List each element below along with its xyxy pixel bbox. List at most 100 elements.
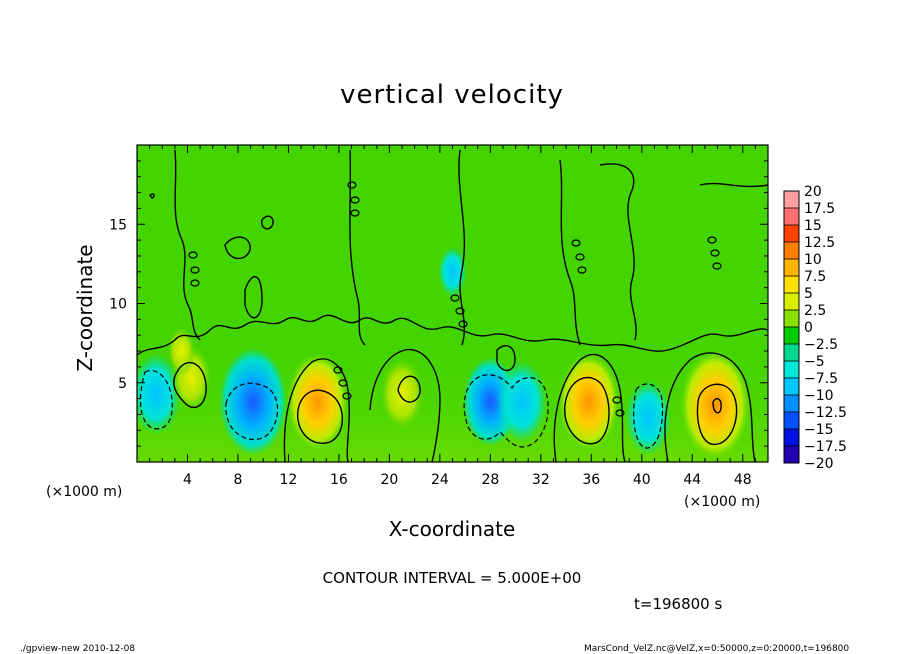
x-tick-label: 36 — [582, 472, 600, 488]
x-tick-label: 12 — [280, 472, 298, 488]
colorbar-label: −10 — [804, 388, 834, 404]
y-axis-unit: (×1000 m) — [684, 494, 760, 510]
plot-area — [137, 145, 768, 462]
colorbar-label: 12.5 — [804, 235, 835, 251]
contour-ring — [458, 320, 468, 328]
colorbar-label: 15 — [804, 218, 822, 234]
colorbar-swatch — [784, 378, 799, 396]
contour-ring — [710, 249, 720, 257]
colorbar-label: 10 — [804, 252, 822, 268]
colorbar-swatch — [784, 225, 799, 243]
contour-ring — [342, 392, 352, 400]
contour-line — [553, 353, 626, 462]
x-axis-ticks: 4 8 12 16 20 24 28 32 36 40 44 48 — [149, 145, 756, 488]
contour-line — [349, 149, 366, 346]
contour-ring — [615, 409, 625, 417]
heatmap-cell-11 — [438, 246, 467, 297]
chart-title: vertical velocity — [340, 80, 564, 110]
contour-line — [564, 376, 610, 445]
y-axis-label: Z-coordinate — [73, 244, 97, 371]
colorbar-label: 0 — [804, 320, 813, 336]
x-tick-label: 48 — [734, 472, 752, 488]
footer-left: ./gpview-new 2010-12-08 — [20, 644, 135, 654]
contour-line-dashed — [633, 383, 664, 449]
contour-ring — [333, 366, 343, 374]
contour-lines-negative — [139, 370, 664, 449]
contour-line-dashed — [225, 382, 279, 441]
contour-ring — [347, 181, 357, 189]
colorbar-label: 7.5 — [804, 269, 826, 285]
x-tick-label: 16 — [330, 472, 348, 488]
x-tick-label: 8 — [233, 472, 242, 488]
y-tick-label: 10 — [109, 297, 127, 313]
contour-ring — [712, 262, 722, 270]
contour-ring — [571, 239, 581, 247]
contour-line — [283, 358, 350, 462]
colorbar-label: −20 — [804, 456, 834, 472]
contour-line — [496, 344, 516, 372]
colorbar-label: −5 — [804, 354, 825, 370]
contour-line — [599, 163, 637, 341]
y-tick-label: 15 — [109, 217, 127, 233]
colorbar-swatch — [784, 361, 799, 379]
contour-line — [149, 193, 155, 199]
colorbar-label: −17.5 — [804, 439, 847, 455]
contour-line — [173, 361, 207, 408]
contour-ring — [577, 266, 587, 274]
contour-line-dashed — [139, 370, 173, 430]
colorbar-swatch — [784, 208, 799, 226]
x-tick-label: 28 — [481, 472, 499, 488]
colorbar-label: −7.5 — [804, 371, 838, 387]
heatmap-cell-7 — [556, 350, 621, 453]
contour-line — [369, 348, 441, 462]
contour-ring — [350, 196, 360, 204]
colorbar-label: 2.5 — [804, 303, 826, 319]
x-tick-label: 4 — [183, 472, 192, 488]
contour-ring — [188, 251, 198, 259]
colorbar-label: −12.5 — [804, 405, 847, 421]
contour-ring — [338, 379, 348, 387]
heatmap-cells — [137, 246, 752, 462]
x-tick-label: 32 — [532, 472, 550, 488]
contour-line — [699, 182, 768, 188]
contour-line — [224, 236, 251, 260]
contour-interval-note: CONTOUR INTERVAL = 5.000E+00 — [323, 569, 582, 587]
colorbar-label: 20 — [804, 184, 822, 200]
x-tick-label: 40 — [633, 472, 651, 488]
colorbar: 2017.51512.5107.552.50−2.5−5−7.5−10−12.5… — [783, 184, 847, 472]
x-axis-label: X-coordinate — [389, 517, 516, 541]
contour-line — [696, 383, 738, 445]
contour-line — [712, 397, 722, 414]
colorbar-swatch — [784, 242, 799, 260]
heatmap-cell-3 — [285, 350, 350, 453]
colorbar-swatch — [784, 327, 799, 345]
time-label: t=196800 s — [634, 595, 722, 613]
colorbar-swatch — [784, 395, 799, 413]
colorbar-swatch — [784, 344, 799, 362]
contour-line — [244, 276, 263, 319]
colorbar-swatch — [784, 412, 799, 430]
colorbar-swatch — [784, 429, 799, 447]
heatmap-cell-2 — [219, 347, 288, 456]
colorbar-label: −2.5 — [804, 337, 838, 353]
contour-ring — [190, 279, 200, 287]
heatmap-cell-0 — [137, 352, 182, 436]
x-axis-unit: (×1000 m) — [46, 484, 122, 500]
contour-dot-chains — [188, 181, 722, 417]
contour-ring — [455, 307, 465, 315]
colorbar-label: −15 — [804, 422, 834, 438]
heatmap-cell-6 — [496, 360, 548, 443]
contour-lines — [137, 149, 768, 462]
contour-line — [397, 375, 421, 403]
heatmap-cell-8 — [625, 379, 672, 456]
x-tick-label: 44 — [683, 472, 701, 488]
contour-line — [664, 352, 756, 462]
contour-ring — [350, 209, 360, 217]
heatmap-cell-9 — [678, 347, 752, 462]
contour-ring — [190, 266, 200, 274]
contour-line — [559, 159, 581, 346]
colorbar-swatch — [784, 191, 799, 209]
contour-line — [174, 149, 201, 341]
colorbar-label: 5 — [804, 286, 813, 302]
